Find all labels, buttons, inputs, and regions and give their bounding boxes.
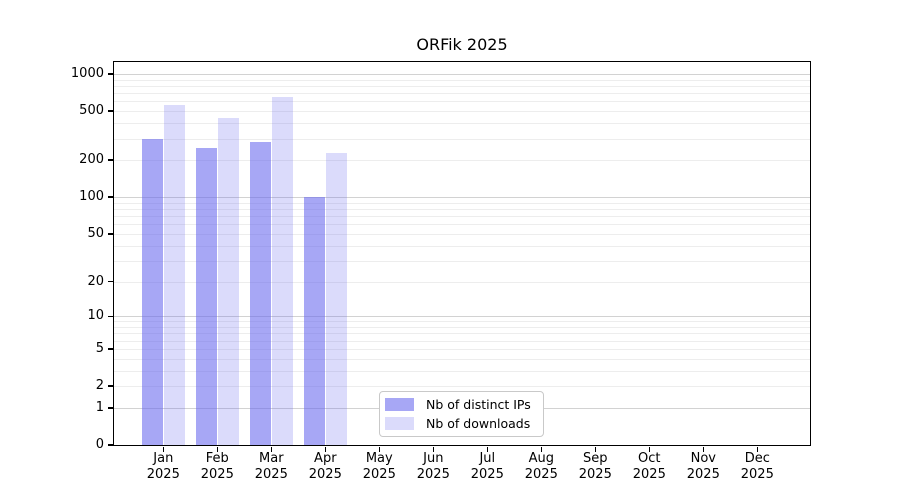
gridline-minor (114, 209, 810, 210)
y-tick-mark (108, 385, 113, 387)
y-tick-label: 20 (87, 273, 104, 289)
x-tick-mark (594, 446, 596, 452)
x-tick-label: Sep 2025 (578, 451, 612, 482)
gridline-minor (114, 233, 810, 235)
bar-downloads (325, 152, 347, 445)
x-tick-mark (702, 446, 704, 452)
gridline-minor (114, 138, 810, 140)
x-tick-label: May 2025 (362, 451, 396, 482)
gridline-minor (114, 333, 810, 335)
gridline-minor (114, 93, 810, 95)
y-tick-mark (108, 444, 113, 446)
y-tick-label: 100 (79, 189, 104, 205)
gridline-minor (114, 160, 810, 162)
bar-downloads (163, 105, 185, 445)
gridline-minor (114, 224, 810, 226)
gridline-minor (114, 370, 810, 372)
x-tick-label: Dec 2025 (740, 451, 774, 482)
y-tick-mark (108, 73, 113, 75)
legend-label-downloads: Nb of downloads (426, 416, 531, 431)
y-tick-label: 5 (95, 340, 104, 356)
gridline-minor (114, 321, 810, 323)
x-tick-label: Apr 2025 (308, 451, 342, 482)
y-tick-mark (108, 280, 113, 283)
legend-swatch-distinct-ips (385, 398, 414, 411)
gridline-minor (114, 101, 810, 103)
gridline-minor (114, 111, 810, 113)
gridline-minor (114, 348, 810, 350)
x-tick-label: Jun 2025 (416, 451, 450, 482)
y-tick-label: 2 (95, 378, 104, 393)
y-tick-mark (108, 196, 113, 198)
y-tick-mark (108, 110, 113, 112)
y-tick-label: 500 (79, 103, 104, 119)
y-tick-mark (108, 159, 113, 161)
x-tick-mark (432, 446, 435, 452)
x-tick-label: Nov 2025 (686, 451, 720, 482)
bar-distinct-ips (195, 148, 217, 445)
legend-label-distinct-ips: Nb of distinct IPs (426, 397, 531, 412)
bar-distinct-ips (141, 138, 163, 445)
x-tick-mark (486, 446, 489, 452)
y-tick-label: 10 (87, 308, 104, 324)
chart-title: ORFik 2025 (416, 35, 508, 54)
gridline-minor (114, 260, 810, 262)
x-tick-mark (648, 446, 650, 452)
x-tick-mark (162, 446, 165, 452)
x-tick-label: Oct 2025 (632, 451, 666, 482)
gridline-minor (114, 123, 810, 125)
y-tick-label: 200 (79, 152, 104, 168)
y-tick-mark (108, 233, 113, 235)
y-tick-label: 0 (95, 437, 104, 452)
legend-swatch-downloads (385, 417, 414, 430)
gridline-major (114, 74, 810, 75)
bar-downloads (217, 118, 239, 445)
y-tick-mark (108, 348, 113, 350)
gridline-major (114, 316, 810, 318)
legend: Nb of distinct IPs Nb of downloads (379, 391, 544, 437)
bar-distinct-ips (303, 197, 325, 445)
x-tick-mark (216, 446, 219, 452)
y-tick-mark (108, 315, 113, 317)
y-tick-label: 50 (87, 225, 104, 241)
x-tick-mark (378, 446, 381, 452)
legend-entry-downloads: Nb of downloads (385, 416, 543, 431)
x-tick-label: Mar 2025 (254, 451, 288, 482)
gridline-minor (114, 85, 810, 87)
gridline-minor (114, 202, 810, 204)
gridline-minor (114, 245, 810, 247)
gridline-major (114, 197, 810, 199)
bar-downloads (271, 97, 293, 445)
gridline-minor (114, 386, 810, 387)
bar-distinct-ips (249, 142, 271, 445)
y-tick-label: 1000 (70, 66, 104, 81)
gridline-minor (114, 327, 810, 328)
x-tick-label: Aug 2025 (524, 451, 558, 482)
x-tick-mark (756, 446, 758, 452)
gridline-minor (114, 216, 810, 218)
y-tick-label: 1 (95, 399, 104, 415)
x-tick-mark (324, 446, 327, 452)
x-tick-mark (540, 446, 542, 452)
gridline-minor (114, 79, 810, 81)
x-tick-label: Feb 2025 (200, 451, 234, 482)
x-tick-label: Jan 2025 (146, 451, 180, 482)
plot-area (114, 62, 810, 445)
gridline-minor (114, 358, 810, 360)
y-tick-mark (108, 407, 113, 409)
gridline-minor (114, 281, 810, 283)
legend-entry-distinct-ips: Nb of distinct IPs (385, 397, 543, 412)
x-tick-label: Jul 2025 (470, 451, 504, 482)
x-tick-mark (270, 446, 273, 452)
gridline-minor (114, 340, 810, 342)
